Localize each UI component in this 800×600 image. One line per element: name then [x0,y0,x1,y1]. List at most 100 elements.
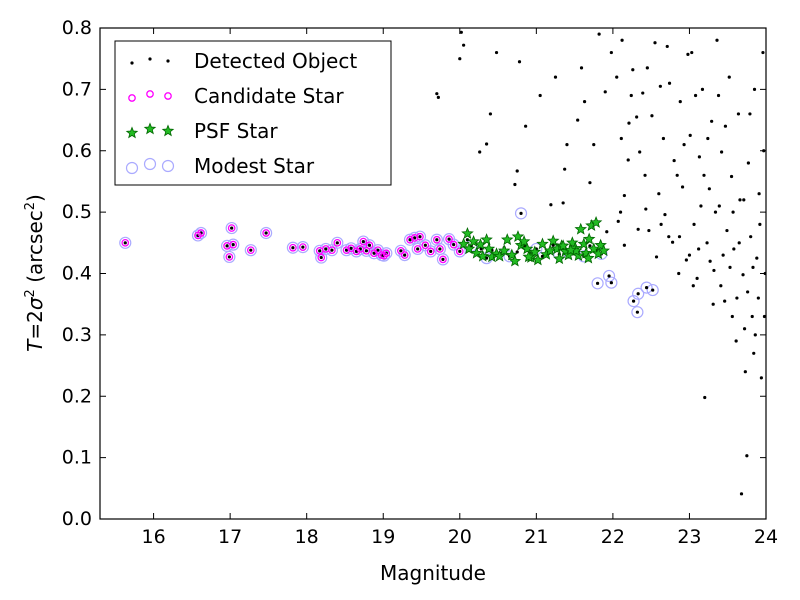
detected-object-point [513,182,517,187]
detected-object-point [741,273,745,277]
detected-object-point [687,253,692,257]
modest-star-point [447,238,460,251]
psf-star-point [579,246,593,259]
detected-object-point [643,173,647,177]
candidate-star-point [317,253,326,262]
candidate-star-point [229,240,238,249]
modest-star-point [514,207,528,220]
modest-star-point [244,244,257,257]
detected-object-point [758,222,762,226]
detected-object-point [447,237,451,241]
psf-star-point [522,250,535,263]
detected-object-point [225,244,229,248]
legend-marker-modest-star-point [125,161,139,175]
detected-object-point [752,351,756,355]
legend-box [114,40,392,186]
candidate-star-point [396,246,405,255]
detected-object-point [551,243,555,247]
detected-object-point [231,243,235,247]
detected-object-point [665,44,669,49]
detected-object-point [465,238,470,242]
psf-star-point [497,244,511,257]
x-tick-label: 20 [448,526,472,548]
detected-object-point [650,114,654,118]
detected-object-point [682,143,686,147]
detected-object-point [644,207,648,211]
detected-object-point [708,259,712,263]
detected-object-point [436,95,440,99]
legend: Detected Object Candidate Star PSF Star … [114,40,392,186]
detected-object-point [264,231,268,235]
legend-marker-detected-object-point [166,59,170,63]
detected-object-point [691,284,695,288]
detected-object-point [641,91,645,95]
detected-object-point [631,68,635,72]
y-tick-label: 0.1 [62,447,92,469]
detected-object-point [661,136,666,141]
detected-object-point [745,454,749,458]
detected-object-point [515,250,519,254]
legend-marker-modest-star-point [161,159,175,173]
detected-object-point [638,150,642,154]
detected-object-point [616,219,620,223]
y-label-sq: 2 [23,289,38,297]
modest-star-point [260,226,273,240]
x-tick-label: 18 [295,526,319,548]
detected-object-point [699,204,703,208]
legend-label-modest: Modest Star [194,154,315,178]
candidate-star-point [374,246,382,255]
detected-object-point [488,112,493,116]
psf-star-point [528,245,542,258]
y-label-sigma: σ [23,296,47,310]
detected-object-point [700,87,705,91]
psf-star-point [493,249,506,262]
x-tick-label: 16 [141,526,165,548]
detected-object-point [697,247,701,251]
psf-star-point [470,246,483,259]
detected-object-point [707,187,711,191]
detected-object-point [458,249,462,254]
detected-object-point [349,246,353,250]
detected-object-point [729,174,734,179]
modest-star-point [225,221,238,235]
candidate-star-point [449,240,458,249]
y-label-T: T [23,338,47,352]
legend-label-psf: PSF Star [194,119,278,143]
detected-object-point [458,57,462,61]
detected-object-point [717,204,721,208]
candidate-star-point [246,246,255,255]
detected-object-point [367,243,372,247]
detected-object-point [609,281,613,285]
detected-object-point [723,124,728,128]
detected-object-point [736,112,741,116]
detected-object-point [435,92,439,96]
detected-object-point [627,121,631,125]
candidate-star-point [400,251,409,259]
modest-star-point [632,287,645,300]
detected-object-point [688,133,692,138]
detected-object-point [750,314,754,319]
detected-object-point [731,210,735,214]
y-tick-label: 0.5 [62,201,92,223]
detected-object-point [672,158,676,163]
y-label-close: ) [23,194,47,202]
detected-object-point [438,247,442,251]
detected-object-point [706,136,710,141]
psf-star-point [505,248,519,261]
modest-star-point [394,244,407,257]
legend-marker-candidate-star-point [146,90,154,98]
detected-object-point [423,243,427,247]
detected-object-point [631,299,636,303]
detected-object-point [318,249,322,253]
candidate-star-point [432,235,441,244]
candidate-star-point [416,232,424,241]
y-axis-label: T=2σ2 (arcsec2) [23,194,47,352]
detected-object-point [553,75,558,79]
detected-object-point [582,100,587,104]
detected-object-point [615,75,619,79]
detected-object-point [720,150,724,154]
x-tick-label: 19 [371,526,395,548]
detected-object-point [629,93,633,98]
detected-object-point [416,247,420,251]
detected-object-point [695,276,699,281]
